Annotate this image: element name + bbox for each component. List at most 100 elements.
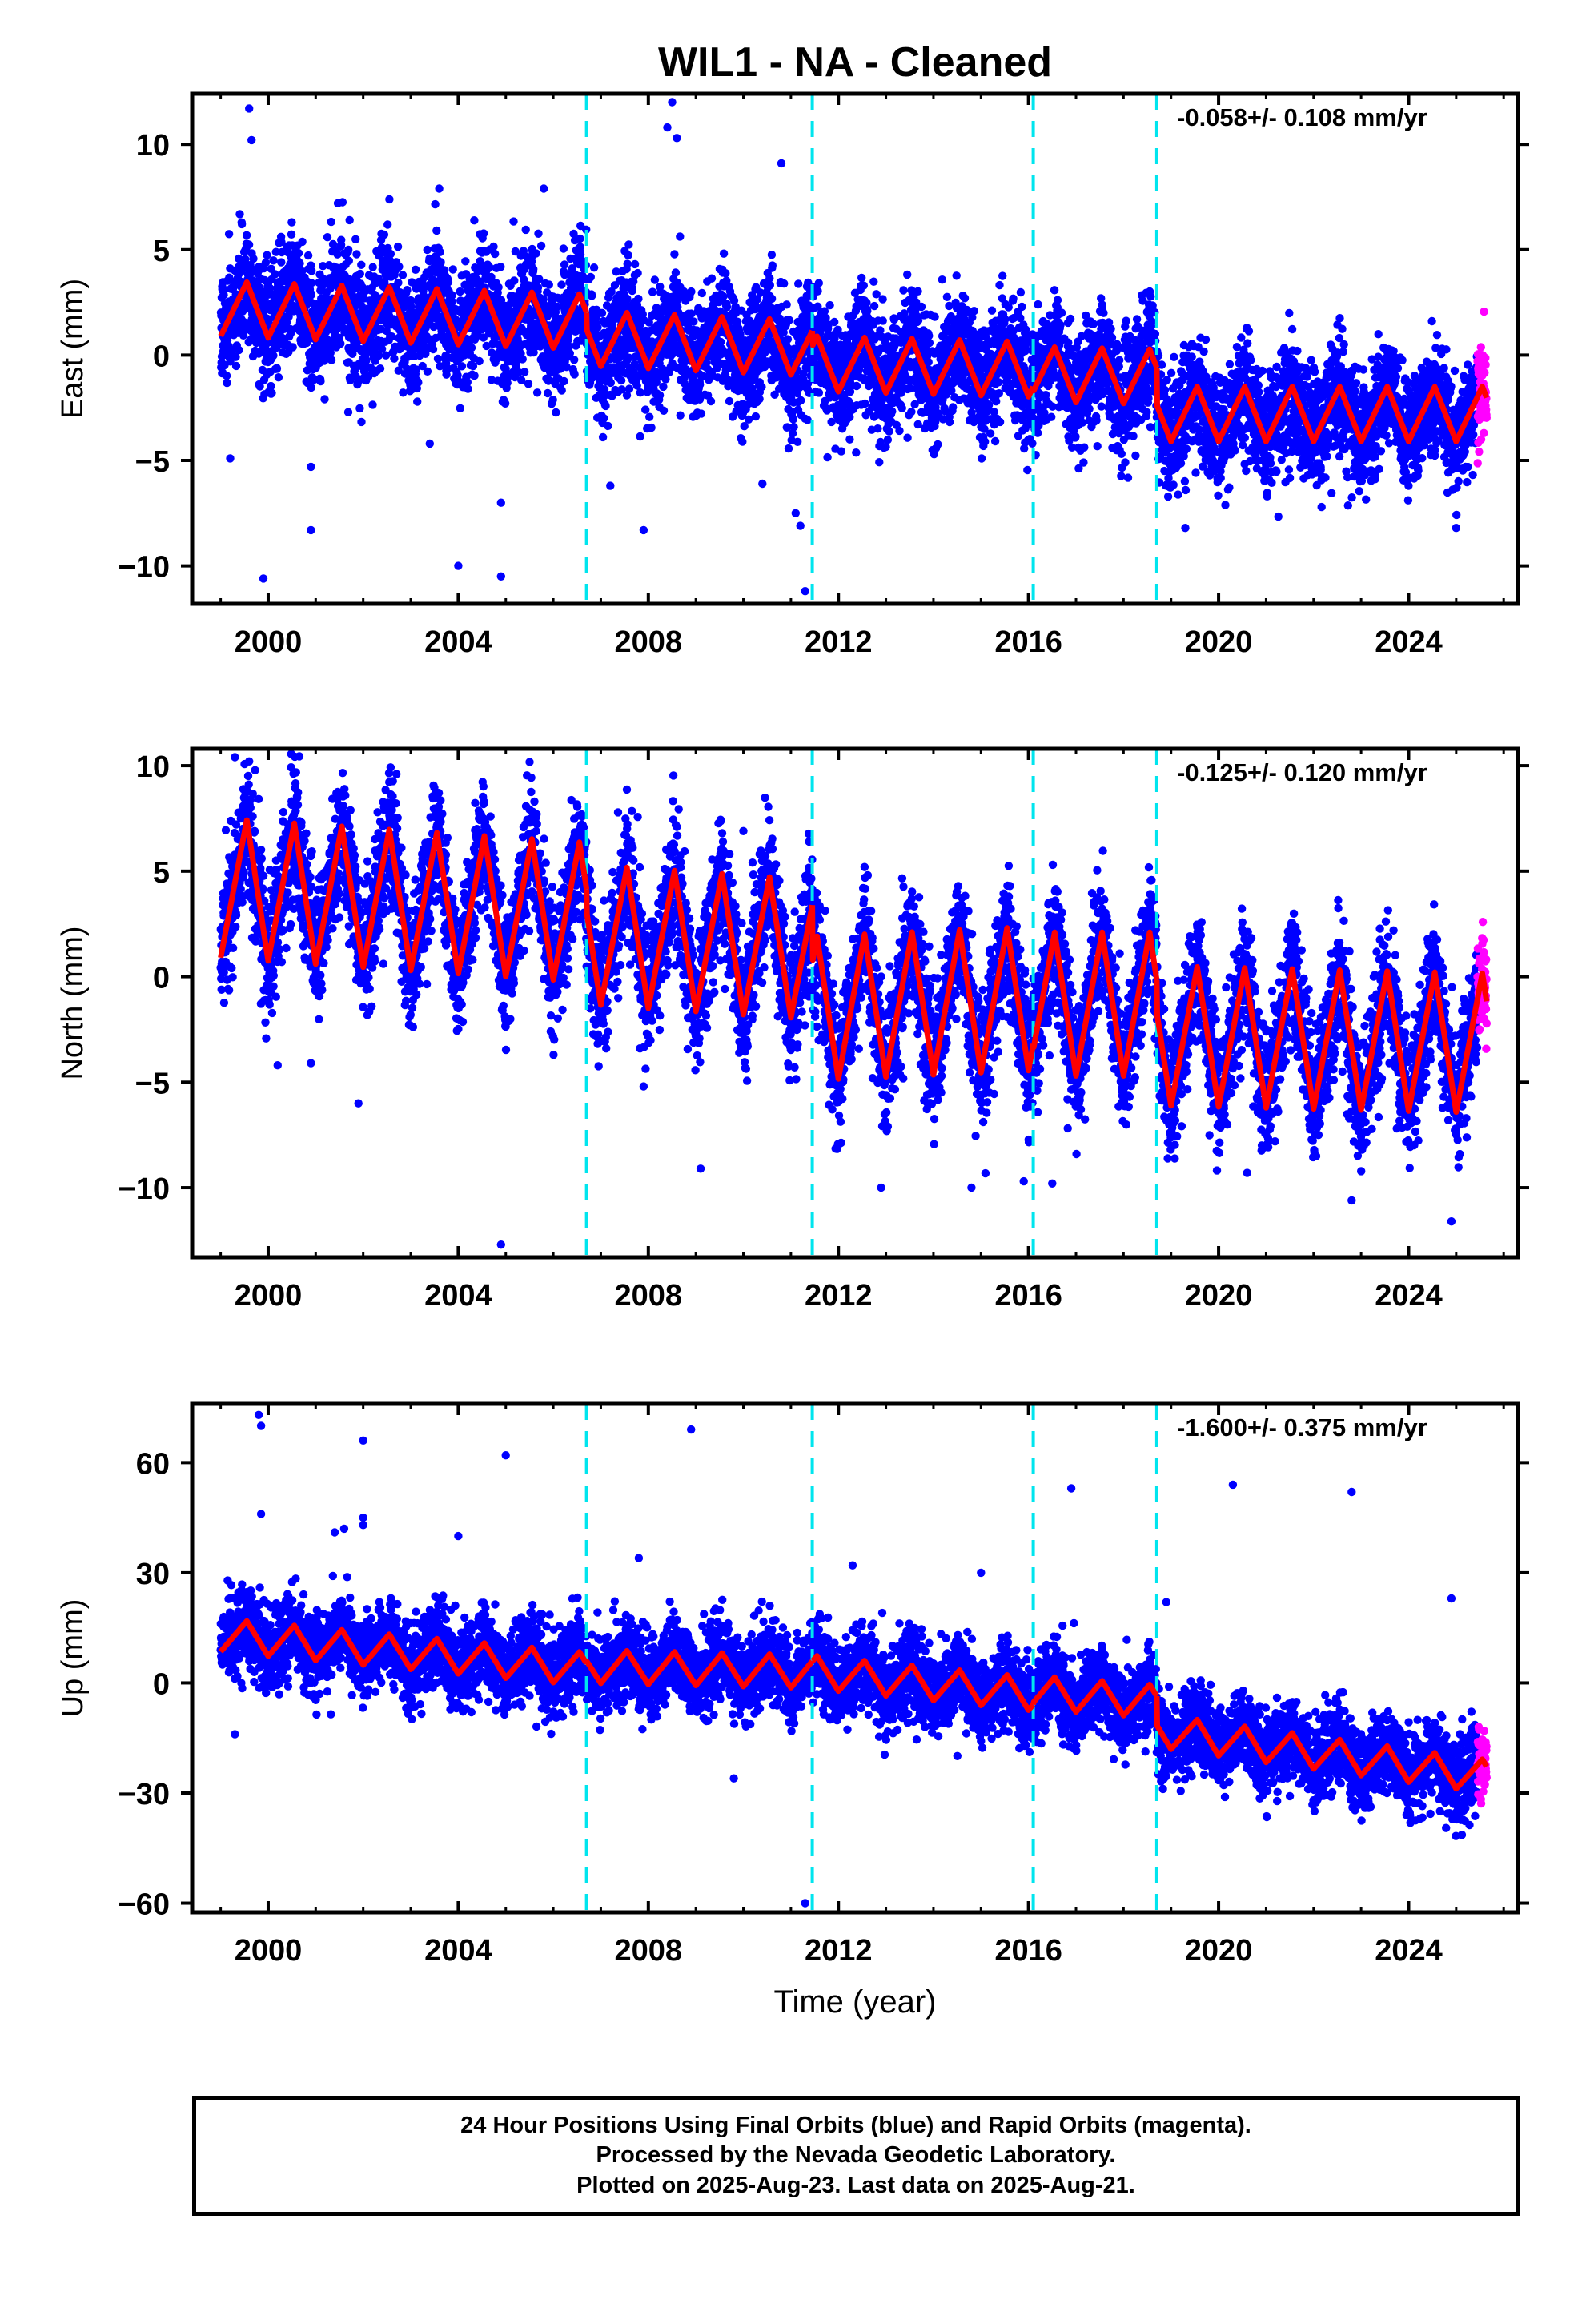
data-point xyxy=(576,243,584,251)
data-point xyxy=(272,364,282,373)
data-point xyxy=(456,404,464,412)
data-point xyxy=(907,408,916,416)
data-point xyxy=(633,268,642,278)
data-point xyxy=(287,218,296,227)
data-point xyxy=(597,308,607,317)
data-point xyxy=(647,423,656,432)
data-point xyxy=(509,217,518,226)
data-point xyxy=(533,283,543,292)
data-point xyxy=(767,294,777,304)
data-point xyxy=(235,345,243,355)
plot-area-east xyxy=(216,94,1492,604)
data-point xyxy=(981,437,990,446)
data-point xyxy=(623,259,632,268)
data-point xyxy=(235,210,244,219)
data-point xyxy=(671,268,681,277)
data-point xyxy=(399,388,408,397)
data-point xyxy=(938,275,947,284)
data-point xyxy=(604,421,612,431)
data-point xyxy=(355,404,364,413)
data-point xyxy=(368,263,377,271)
data-point xyxy=(878,295,887,304)
data-point xyxy=(475,356,484,366)
data-point xyxy=(219,285,229,295)
data-point xyxy=(263,251,271,259)
data-point xyxy=(873,424,882,433)
data-point xyxy=(977,454,986,463)
data-point xyxy=(952,271,961,280)
data-point xyxy=(337,235,346,244)
data-point xyxy=(444,278,453,287)
data-point xyxy=(895,426,904,436)
data-point xyxy=(719,292,728,301)
data-point xyxy=(368,400,377,409)
data-point xyxy=(725,396,734,406)
data-point xyxy=(436,258,445,267)
data-point xyxy=(757,382,766,392)
data-point xyxy=(249,254,258,263)
data-point xyxy=(789,415,797,424)
data-point xyxy=(461,257,470,266)
data-point xyxy=(338,198,347,207)
data-point xyxy=(351,235,360,243)
data-point xyxy=(436,247,444,256)
data-point xyxy=(381,351,391,360)
data-point xyxy=(231,352,240,361)
data-point xyxy=(357,417,366,427)
data-point xyxy=(355,269,364,279)
data-point xyxy=(789,423,798,432)
data-point xyxy=(814,279,823,287)
data-point xyxy=(494,283,503,292)
data-point xyxy=(917,302,926,312)
data-point xyxy=(875,458,884,467)
data-point xyxy=(224,230,234,239)
data-point xyxy=(470,371,479,380)
chart-title: WIL1 - NA - Cleaned xyxy=(658,39,1052,86)
data-point xyxy=(934,440,942,449)
data-point xyxy=(352,250,361,259)
data-point xyxy=(641,405,650,414)
data-point xyxy=(351,372,360,381)
data-point xyxy=(624,251,632,259)
data-point xyxy=(524,380,533,388)
data-point xyxy=(767,251,777,259)
data-point xyxy=(261,258,271,267)
data-point xyxy=(883,436,893,444)
data-point xyxy=(888,407,897,416)
data-point xyxy=(878,316,887,325)
data-point xyxy=(548,396,557,404)
data-point xyxy=(383,220,392,229)
data-point xyxy=(271,270,279,279)
data-point xyxy=(601,401,610,411)
data-point xyxy=(520,368,529,376)
data-point xyxy=(433,354,443,364)
data-point xyxy=(457,362,467,371)
data-point xyxy=(925,338,934,348)
data-point xyxy=(491,249,500,259)
data-point xyxy=(987,306,997,315)
data-point xyxy=(320,395,329,404)
data-point xyxy=(327,356,336,364)
data-point xyxy=(813,287,822,296)
data-point xyxy=(803,416,812,424)
data-point xyxy=(560,260,569,269)
data-point xyxy=(238,307,247,316)
data-point xyxy=(794,279,803,288)
data-point xyxy=(598,432,608,442)
data-point xyxy=(390,354,399,363)
data-point xyxy=(624,384,634,393)
data-point xyxy=(852,381,861,391)
final-orbit-points-east xyxy=(216,98,1482,596)
data-point xyxy=(277,238,286,247)
data-point xyxy=(593,323,602,332)
data-point xyxy=(343,408,353,416)
data-point xyxy=(722,303,732,312)
data-point xyxy=(897,404,906,412)
data-point xyxy=(557,280,566,289)
data-point xyxy=(467,344,476,352)
data-point xyxy=(510,276,519,285)
data-point xyxy=(327,217,335,227)
data-point xyxy=(489,242,498,251)
data-point xyxy=(899,286,908,295)
data-point xyxy=(517,376,526,384)
